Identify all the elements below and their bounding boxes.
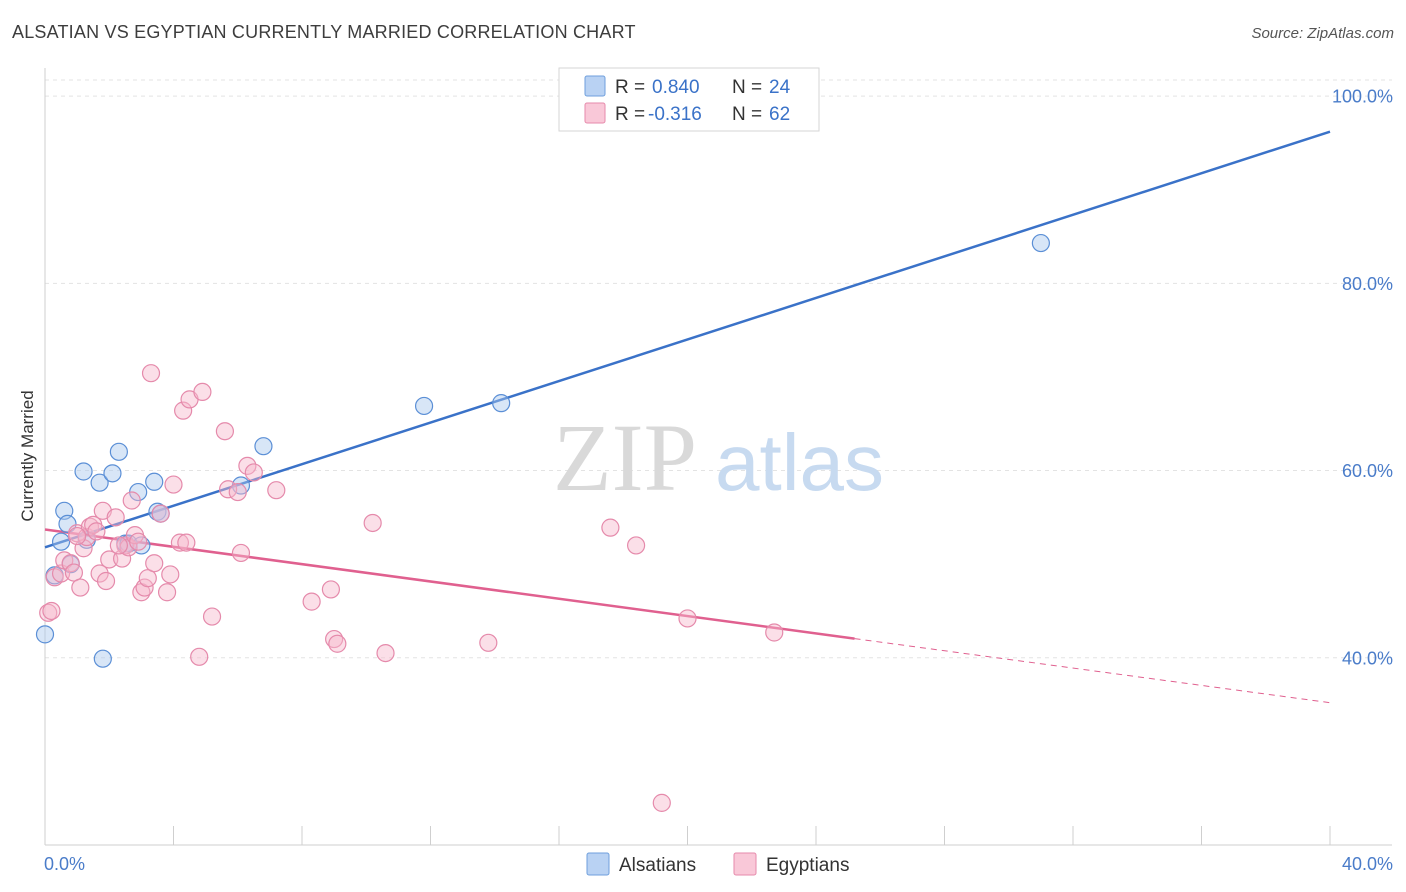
point-egyptians-60	[109, 536, 128, 555]
point-egyptians-14	[90, 564, 109, 583]
point-egyptians-61	[68, 526, 87, 546]
point-egyptians-45	[238, 456, 257, 475]
point-egyptians-54	[479, 633, 498, 652]
point-egyptians-38	[190, 647, 209, 666]
point-egyptians-43	[228, 482, 247, 502]
trend-line-extension-egyptians	[854, 638, 1331, 704]
y-tick-label-100: 100.0%	[1332, 87, 1393, 107]
y-tick-label-60: 60.0%	[1342, 461, 1393, 481]
gridlines	[45, 79, 1392, 659]
watermark: ZIP atlas	[553, 404, 884, 511]
y-tick-labels: 40.0% 60.0% 80.0% 100.0%	[1332, 87, 1393, 669]
point-egyptians-33	[164, 475, 183, 494]
bottom-legend-label-alsatians: Alsatians	[619, 855, 696, 876]
point-egyptians-8	[71, 578, 90, 597]
point-egyptians-47	[267, 481, 286, 500]
point-alsatians-4	[58, 514, 77, 534]
legend-n-value-egyptians: 62	[769, 104, 790, 125]
legend-r-label-alsatians: R =	[615, 77, 645, 98]
point-alsatians-19	[254, 437, 273, 456]
chart-source: Source: ZipAtlas.com	[1251, 25, 1394, 42]
point-egyptians-31	[157, 583, 177, 602]
legend-box: R = 0.840 N = 24 R = -0.316 N = 62	[558, 67, 820, 132]
point-alsatians-2	[51, 532, 71, 551]
y-axis-label: Currently Married	[18, 390, 37, 521]
point-alsatians-6	[74, 462, 93, 481]
point-egyptians-57	[652, 793, 671, 812]
point-egyptians-46	[244, 463, 263, 482]
point-egyptians-16	[96, 571, 116, 591]
point-egyptians-6	[64, 563, 84, 582]
x-ticks	[44, 826, 1331, 845]
point-egyptians-1	[42, 601, 61, 621]
point-alsatians-15	[145, 472, 164, 491]
point-egyptians-44	[231, 543, 251, 563]
point-alsatians-9	[93, 649, 112, 668]
legend-n-label-egyptians: N =	[732, 104, 762, 125]
point-egyptians-17	[100, 550, 119, 569]
axes	[44, 68, 1392, 846]
x-tick-label-max: 40.0%	[1342, 854, 1393, 874]
point-alsatians-22	[1031, 233, 1050, 253]
point-egyptians-28	[141, 364, 161, 383]
trend-line-alsatians	[44, 130, 1331, 549]
point-alsatians-21	[492, 394, 511, 413]
legend-r-value-alsatians: 0.840	[652, 77, 700, 98]
point-egyptians-29	[145, 554, 164, 573]
point-egyptians-51	[328, 634, 347, 653]
point-egyptians-24	[129, 532, 148, 551]
legend-n-value-alsatians: 24	[769, 77, 791, 98]
bottom-legend-swatch-alsatians	[586, 852, 610, 876]
point-egyptians-36	[177, 533, 196, 552]
point-egyptians-53	[376, 643, 395, 663]
bottom-legend-swatch-egyptians	[733, 852, 757, 876]
point-egyptians-49	[321, 580, 341, 599]
x-tick-label-min: 0.0%	[44, 854, 85, 874]
legend-n-label-alsatians: N =	[732, 77, 762, 98]
watermark-zip: ZIP	[553, 404, 697, 511]
point-egyptians-34	[170, 533, 190, 552]
point-egyptians-52	[363, 513, 382, 533]
point-alsatians-10	[103, 464, 122, 483]
bottom-legend: Alsatians Egyptians	[586, 852, 849, 876]
point-egyptians-39	[193, 382, 212, 402]
bottom-legend-label-egyptians: Egyptians	[766, 855, 849, 876]
point-alsatians-20	[414, 396, 434, 416]
y-tick-label-40: 40.0%	[1342, 648, 1393, 668]
chart-title: ALSATIAN VS EGYPTIAN CURRENTLY MARRIED C…	[12, 22, 636, 42]
legend-swatch-egyptians	[584, 102, 606, 124]
point-egyptians-40	[202, 607, 222, 626]
point-egyptians-0	[39, 603, 58, 622]
point-alsatians-0	[35, 625, 55, 644]
point-alsatians-8	[90, 473, 109, 492]
data-points	[35, 233, 1050, 812]
point-egyptians-35	[174, 401, 193, 420]
point-egyptians-22	[122, 491, 141, 510]
watermark-atlas: atlas	[715, 418, 884, 507]
legend-r-value-egyptians: -0.316	[648, 104, 702, 125]
legend-swatch-alsatians	[584, 75, 606, 97]
point-alsatians-11	[109, 442, 128, 461]
legend-r-label-egyptians: R =	[615, 104, 645, 125]
point-egyptians-59	[765, 623, 784, 642]
point-egyptians-13	[87, 522, 106, 541]
point-egyptians-27	[138, 569, 157, 588]
point-egyptians-56	[626, 536, 646, 555]
point-egyptians-55	[601, 518, 620, 537]
point-egyptians-18	[106, 508, 125, 527]
point-egyptians-58	[678, 609, 697, 628]
point-egyptians-30	[151, 504, 170, 523]
point-egyptians-41	[215, 422, 234, 441]
y-tick-label-80: 80.0%	[1342, 274, 1393, 294]
point-alsatians-16	[148, 502, 167, 521]
point-egyptians-48	[302, 592, 321, 611]
point-egyptians-32	[161, 565, 180, 584]
